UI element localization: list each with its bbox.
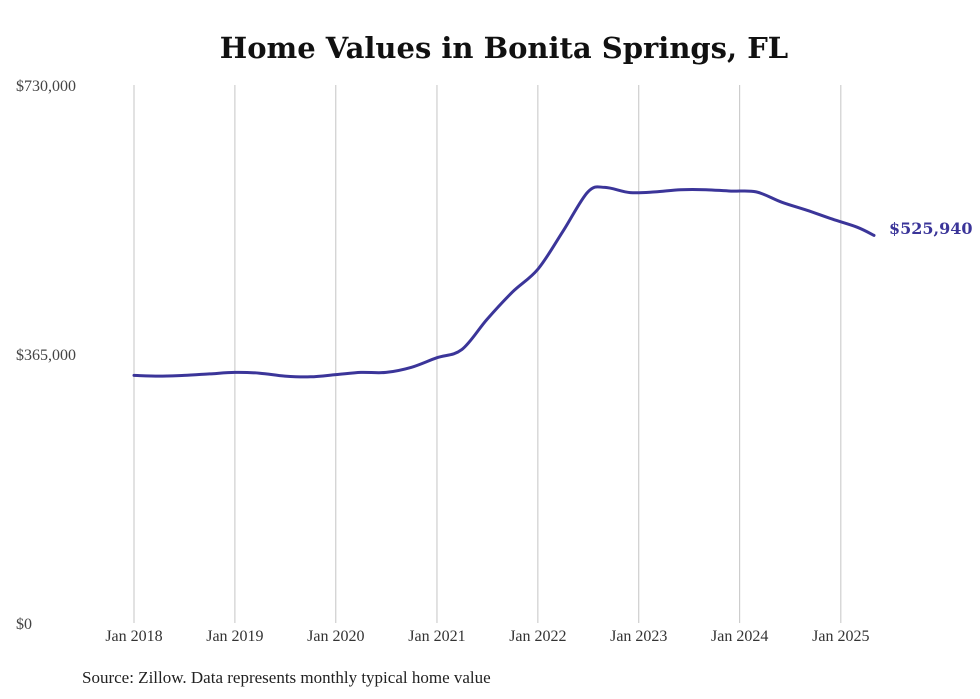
gridlines: [133, 85, 842, 623]
y-tick-label: $730,000: [16, 78, 76, 95]
y-tick-label: $365,000: [16, 347, 76, 364]
y-tick-label: $0: [16, 616, 32, 633]
x-tick-label: Jan 2021: [408, 628, 465, 645]
x-tick-label: Jan 2023: [610, 628, 667, 645]
x-axis-ticks: Jan 2018 Jan 2019 Jan 2020 Jan 2021 Jan 2022…: [105, 628, 869, 645]
x-tick-label: Jan 2025: [812, 628, 869, 645]
x-tick-label: Jan 2020: [307, 628, 364, 645]
x-tick-label: Jan 2024: [711, 628, 768, 645]
end-value-label: $525,940: [889, 219, 973, 238]
series-layer: [132, 185, 876, 379]
series-line: [132, 185, 876, 379]
x-tick-label: Jan 2018: [105, 628, 162, 645]
source-note: Source: Zillow. Data represents monthly …: [82, 668, 491, 687]
x-tick-label: Jan 2022: [509, 628, 566, 645]
chart-title: Home Values in Bonita Springs, FL: [220, 31, 788, 65]
x-tick-label: Jan 2019: [206, 628, 263, 645]
y-axis-ticks: $0 $365,000 $730,000: [16, 78, 76, 633]
